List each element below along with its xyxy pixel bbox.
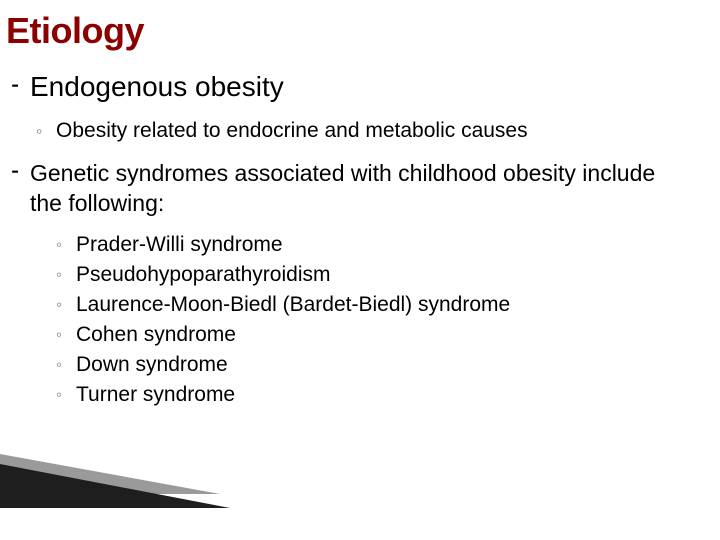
slide-title: Etiology (6, 10, 690, 52)
deco-dark-shape (0, 464, 230, 508)
section-heading: ⁃ Genetic syndromes associated with chil… (10, 158, 690, 218)
bullet-l3-icon: ◦ (56, 382, 76, 408)
list-item-text: Turner syndrome (76, 382, 235, 408)
sub-point-text: Obesity related to endocrine and metabol… (56, 118, 528, 144)
list-item: ◦ Laurence-Moon-Biedl (Bardet-Biedl) syn… (56, 292, 690, 318)
list-item-text: Pseudohypoparathyroidism (76, 262, 330, 288)
bullet-l3-icon: ◦ (56, 322, 76, 348)
section-heading-text: Genetic syndromes associated with childh… (30, 158, 690, 218)
bullet-l3-icon: ◦ (56, 232, 76, 258)
bullet-l3-icon: ◦ (56, 262, 76, 288)
list-item: ◦ Pseudohypoparathyroidism (56, 262, 690, 288)
list-item: ◦ Cohen syndrome (56, 322, 690, 348)
slide: Etiology ⁃ Endogenous obesity ◦ Obesity … (0, 0, 720, 540)
sub-sub-list: ◦ Prader-Willi syndrome ◦ Pseudohypopara… (56, 232, 690, 408)
list-item-text: Laurence-Moon-Biedl (Bardet-Biedl) syndr… (76, 292, 510, 318)
section-heading: ⁃ Endogenous obesity (10, 70, 690, 104)
bullet-l1-icon: ⁃ (10, 158, 30, 188)
list-item-text: Prader-Willi syndrome (76, 232, 283, 258)
bullet-l3-icon: ◦ (56, 292, 76, 318)
bullet-l1-icon: ⁃ (10, 70, 30, 104)
list-item: ◦ Down syndrome (56, 352, 690, 378)
list-item-text: Cohen syndrome (76, 322, 236, 348)
deco-grey-shape (0, 454, 220, 494)
list-item: ◦ Prader-Willi syndrome (56, 232, 690, 258)
sub-point: ◦ Obesity related to endocrine and metab… (36, 118, 690, 144)
corner-decoration-icon (0, 454, 230, 508)
list-item: ◦ Turner syndrome (56, 382, 690, 408)
bullet-l2-icon: ◦ (36, 118, 56, 144)
bullet-l3-icon: ◦ (56, 352, 76, 378)
list-item-text: Down syndrome (76, 352, 228, 378)
section-heading-text: Endogenous obesity (30, 70, 284, 104)
